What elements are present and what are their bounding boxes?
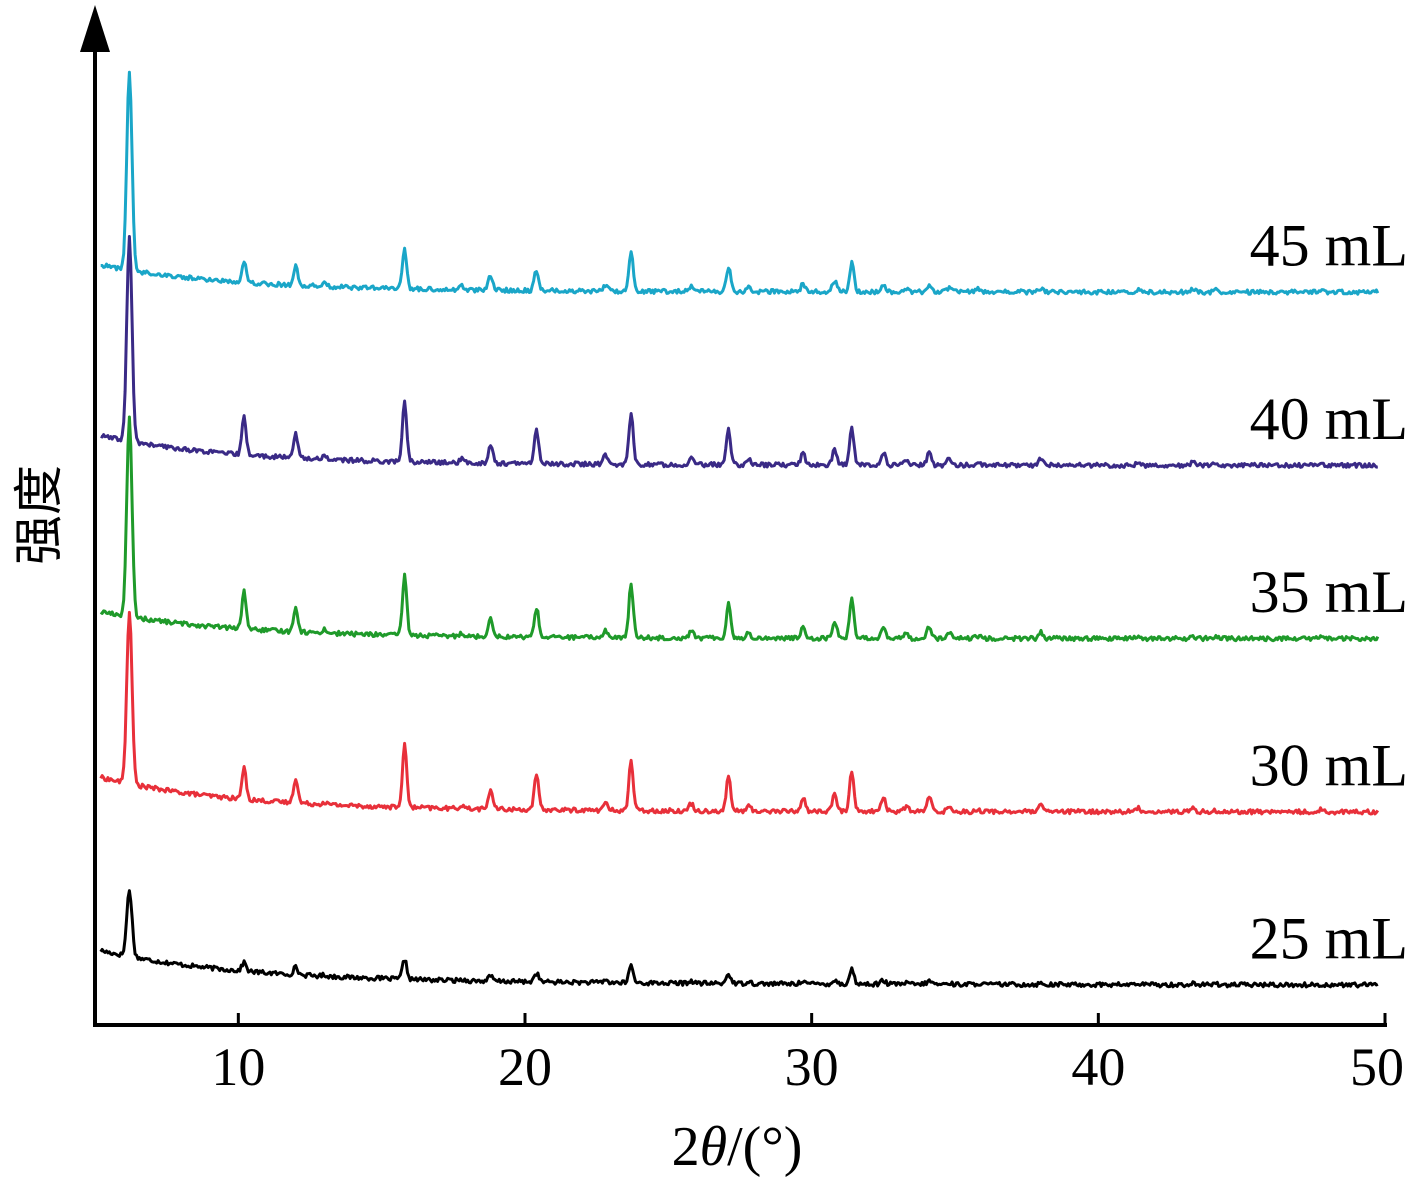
series-label-layer: 25 mL 30 mL 35 mL 40 mL 45 mL <box>1250 213 1408 972</box>
x-tick-label-40: 40 <box>1071 1037 1125 1097</box>
series-label-30-ml: 30 mL <box>1250 732 1408 798</box>
x-tick-label-50: 50 <box>1350 1037 1404 1097</box>
series-line-40-ml <box>100 235 1378 469</box>
y-axis-arrow-icon <box>80 5 110 52</box>
series-label-25-ml: 25 mL <box>1250 906 1408 972</box>
series-line-25-ml <box>99 889 1379 989</box>
x-axis-title-suffix: /(°) <box>727 1116 802 1178</box>
x-tick-label-30: 30 <box>785 1037 839 1097</box>
x-tick-label-20: 20 <box>498 1037 552 1097</box>
series-layer <box>99 70 1380 989</box>
series-line-45-ml <box>100 70 1380 296</box>
x-axis-title: 2θ/(°) <box>672 1116 803 1178</box>
x-tick-label-10: 10 <box>211 1037 265 1097</box>
series-line-35-ml <box>99 415 1380 643</box>
x-axis-title-theta: θ <box>700 1116 728 1178</box>
x-tick-layer: 10 20 30 40 50 <box>211 1013 1404 1097</box>
series-label-40-ml: 40 mL <box>1250 386 1408 452</box>
series-line-30-ml <box>99 610 1380 816</box>
series-label-45-ml: 45 mL <box>1250 213 1408 279</box>
y-axis-title: 强度 <box>10 465 68 565</box>
x-axis-title-prefix: 2 <box>672 1116 700 1178</box>
series-label-35-ml: 35 mL <box>1250 559 1408 625</box>
